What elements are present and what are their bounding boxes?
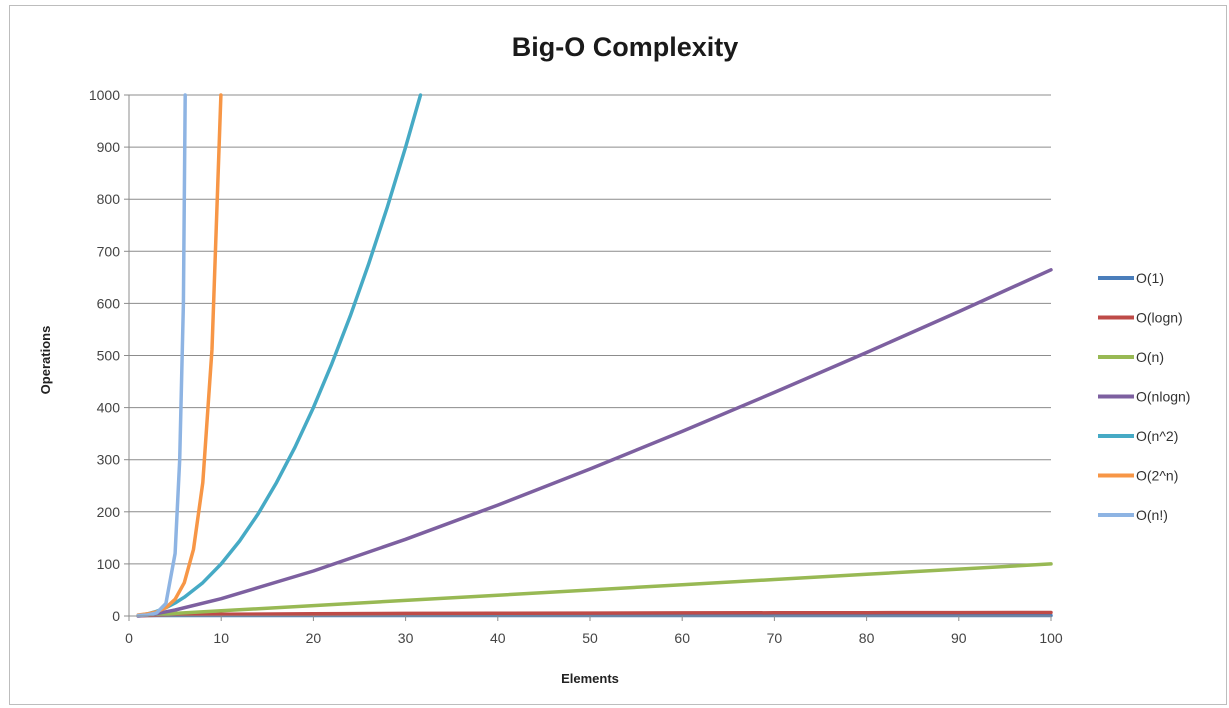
series-line-6 — [136, 93, 187, 618]
big-o-chart: Big-O Complexity 01002003004005006007008… — [38, 32, 1190, 686]
y-tick-label: 900 — [97, 139, 121, 155]
x-tick-label: 50 — [582, 630, 598, 646]
x-axis-title: Elements — [561, 671, 619, 686]
y-axis-ticks: 0 100 200 300 400 500 600 700 800 900 1000 — [89, 87, 129, 624]
legend-label: O(1) — [1136, 270, 1164, 286]
x-tick-label: 70 — [767, 630, 783, 646]
legend-label: O(n) — [1136, 349, 1164, 365]
x-tick-label: 90 — [951, 630, 967, 646]
y-tick-label: 500 — [97, 348, 121, 364]
gridlines — [128, 94, 1051, 617]
chart-frame: Big-O Complexity 0 100 200 300 400 500 600 700 8… — [9, 5, 1227, 705]
x-tick-label: 0 — [125, 630, 133, 646]
legend-label: O(n^2) — [1136, 428, 1178, 444]
legend-label: O(n!) — [1136, 507, 1168, 523]
legend: O(1) O(logn) O(n) O(nlogn) O(n^2) O(2^n) O(n!) — [1098, 270, 1190, 523]
y-tick-label: 0 — [112, 608, 120, 624]
y-tick-label: 400 — [97, 400, 121, 416]
legend-label: O(2^n) — [1136, 468, 1178, 484]
legend-label: O(logn) — [1136, 310, 1183, 326]
y-tick-label: 300 — [97, 452, 121, 468]
x-tick-label: 10 — [213, 630, 229, 646]
x-tick-label: 40 — [490, 630, 506, 646]
y-tick-label: 200 — [97, 504, 121, 520]
x-tick-label: 60 — [674, 630, 690, 646]
y-tick-label: 600 — [97, 295, 121, 311]
y-tick-label: 800 — [97, 191, 121, 207]
y-tick-label: 700 — [97, 243, 121, 259]
legend-label: O(nlogn) — [1136, 389, 1190, 405]
x-axis-ticks: 0 10 20 30 40 50 60 70 80 90 100 — [125, 615, 1063, 646]
x-tick-label: 100 — [1039, 630, 1063, 646]
x-tick-label: 30 — [398, 630, 414, 646]
series-line-2 — [136, 562, 1053, 618]
y-tick-label: 1000 — [89, 87, 120, 103]
chart-title: Big-O Complexity — [512, 32, 739, 62]
y-axis-title: Operations — [38, 326, 53, 395]
x-tick-label: 20 — [306, 630, 322, 646]
series-line-3 — [136, 268, 1053, 618]
x-tick-label: 80 — [859, 630, 875, 646]
y-tick-label: 100 — [97, 556, 121, 572]
